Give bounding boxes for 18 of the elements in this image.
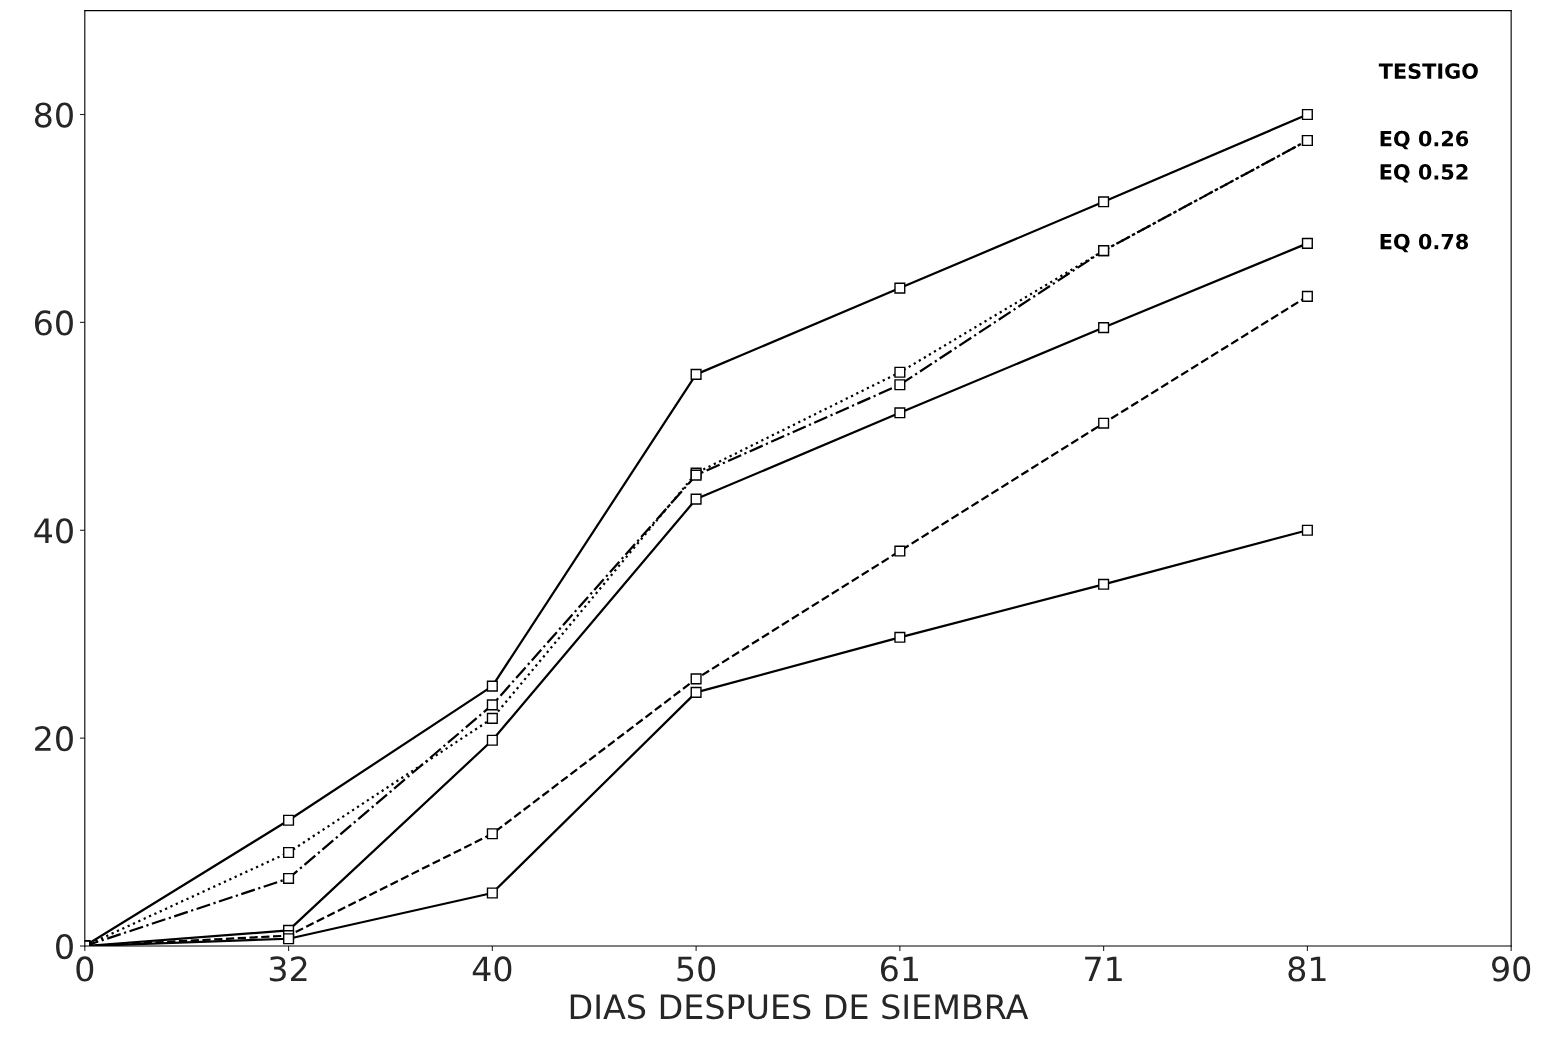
text: EQ 0.52 <box>1380 164 1468 183</box>
x-tick-label: 0 <box>76 956 94 982</box>
x-tick-label: 40 <box>472 956 512 982</box>
x-tick-label: 50 <box>677 956 716 982</box>
x-tick-label: 90 <box>1492 956 1531 982</box>
text: EQ 0.26 <box>1380 130 1469 150</box>
y-tick-label: 40 <box>34 518 73 544</box>
text: EQ 0.78 <box>1380 233 1469 253</box>
x-tick-label: 81 <box>1288 956 1326 982</box>
y-tick-label: 80 <box>34 102 73 128</box>
x-axis-title: DIAS DESPUES DE SIEMBRA <box>570 994 1029 1020</box>
x-tick-label: 32 <box>269 956 307 982</box>
y-tick-label: 60 <box>35 310 73 336</box>
x-tick-label: 71 <box>1085 956 1122 982</box>
y-tick-label: 0 <box>56 933 73 960</box>
y-tick-label: 20 <box>35 726 73 752</box>
text: TESTIGO <box>1378 63 1478 79</box>
x-tick-label: 61 <box>880 956 918 982</box>
